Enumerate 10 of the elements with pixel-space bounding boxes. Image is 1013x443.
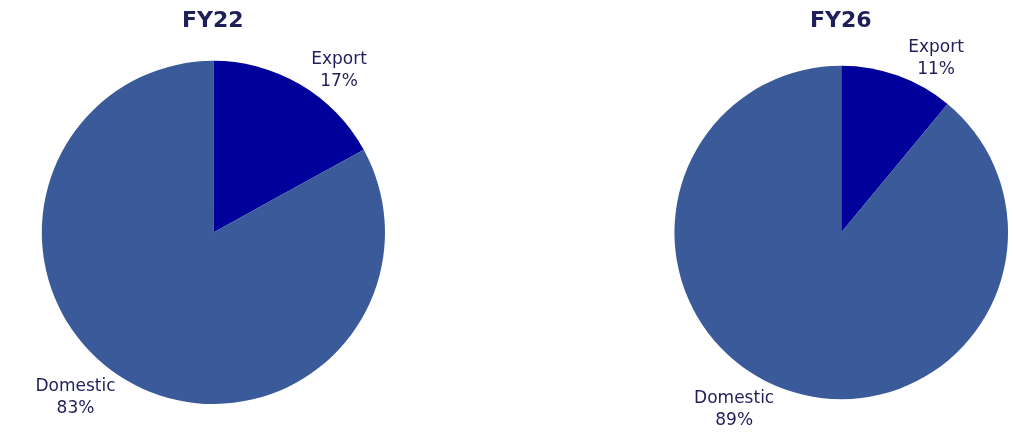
data-label: 17% bbox=[320, 70, 358, 91]
data-label: 11% bbox=[917, 57, 955, 78]
chart-title: FY26 bbox=[810, 7, 872, 32]
slice-label: Domestic bbox=[35, 374, 116, 395]
slice-label: Export bbox=[908, 35, 965, 56]
data-label: 83% bbox=[56, 396, 95, 417]
slice-label: Domestic bbox=[694, 386, 775, 407]
slice-label: Export bbox=[311, 48, 368, 69]
chart-title: FY22 bbox=[182, 7, 244, 32]
data-label: 89% bbox=[715, 409, 754, 430]
